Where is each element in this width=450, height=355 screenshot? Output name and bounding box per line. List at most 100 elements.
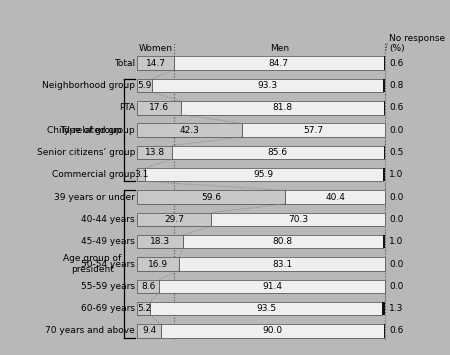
Bar <box>174 56 384 70</box>
Bar <box>384 324 385 338</box>
Bar <box>138 168 385 181</box>
Bar <box>138 124 385 137</box>
Text: 93.5: 93.5 <box>256 304 276 313</box>
Text: 1.3: 1.3 <box>389 304 403 313</box>
Text: 39 years or under: 39 years or under <box>54 192 135 202</box>
Text: 18.3: 18.3 <box>150 237 170 246</box>
Bar <box>285 190 385 204</box>
Text: 0.0: 0.0 <box>389 215 403 224</box>
Text: 0.0: 0.0 <box>389 282 403 291</box>
Text: 9.4: 9.4 <box>142 327 156 335</box>
Bar <box>138 302 385 315</box>
Bar <box>138 101 181 115</box>
Text: 5.9: 5.9 <box>138 81 152 90</box>
Text: 13.8: 13.8 <box>144 148 165 157</box>
Bar <box>138 190 385 204</box>
Bar <box>138 280 159 293</box>
Bar <box>138 168 145 181</box>
Text: 0.5: 0.5 <box>389 148 403 157</box>
Text: 17.6: 17.6 <box>149 103 169 112</box>
Bar <box>138 302 150 315</box>
Bar <box>138 324 385 338</box>
Bar <box>138 146 171 159</box>
Bar <box>159 280 385 293</box>
Text: Age group of
president: Age group of president <box>63 254 122 274</box>
Bar <box>211 213 385 226</box>
Bar <box>242 124 385 137</box>
Text: Senior citizens’ group: Senior citizens’ group <box>36 148 135 157</box>
Bar <box>383 79 385 92</box>
Bar <box>145 168 382 181</box>
Bar <box>138 79 385 92</box>
Text: 29.7: 29.7 <box>164 215 184 224</box>
Text: 93.3: 93.3 <box>257 81 278 90</box>
Text: 1.0: 1.0 <box>389 170 403 179</box>
Text: 0.6: 0.6 <box>389 103 403 112</box>
Bar <box>384 56 385 70</box>
Text: 59.6: 59.6 <box>201 192 221 202</box>
Text: 3.1: 3.1 <box>134 170 148 179</box>
Text: Commercial group: Commercial group <box>52 170 135 179</box>
Text: 8.6: 8.6 <box>141 282 155 291</box>
Bar <box>384 146 385 159</box>
Bar <box>383 235 386 248</box>
Text: PTA: PTA <box>119 103 135 112</box>
Text: 40-44 years: 40-44 years <box>81 215 135 224</box>
Text: 57.7: 57.7 <box>304 126 324 135</box>
Bar <box>138 257 180 271</box>
Text: 0.0: 0.0 <box>389 260 403 268</box>
Bar <box>138 235 385 248</box>
Bar <box>138 190 285 204</box>
Bar <box>138 324 161 338</box>
Text: 85.6: 85.6 <box>268 148 288 157</box>
Text: 55-59 years: 55-59 years <box>81 282 135 291</box>
Text: Women: Women <box>139 44 173 53</box>
Text: (%): (%) <box>389 44 405 53</box>
Text: 60-69 years: 60-69 years <box>81 304 135 313</box>
Text: Child-related group: Child-related group <box>47 126 135 135</box>
Text: 40.4: 40.4 <box>325 192 345 202</box>
Text: 14.7: 14.7 <box>146 59 166 68</box>
Bar <box>138 213 211 226</box>
Text: 84.7: 84.7 <box>269 59 289 68</box>
Text: 91.4: 91.4 <box>262 282 282 291</box>
Text: Men: Men <box>270 44 289 53</box>
Bar <box>138 235 183 248</box>
Bar <box>181 101 384 115</box>
Bar <box>150 302 382 315</box>
Text: 95.9: 95.9 <box>254 170 274 179</box>
Text: 45-49 years: 45-49 years <box>81 237 135 246</box>
Text: 70.3: 70.3 <box>288 215 308 224</box>
Bar <box>384 101 385 115</box>
Bar <box>138 280 385 293</box>
Bar <box>152 79 383 92</box>
Bar <box>138 146 385 159</box>
Bar <box>171 146 384 159</box>
Text: Neighborhood group: Neighborhood group <box>42 81 135 90</box>
Text: 16.9: 16.9 <box>148 260 168 268</box>
Text: 5.2: 5.2 <box>137 304 151 313</box>
Text: Total: Total <box>114 59 135 68</box>
Text: 0.0: 0.0 <box>389 192 403 202</box>
Text: 0.8: 0.8 <box>389 81 403 90</box>
Bar <box>382 168 385 181</box>
Text: Type of group: Type of group <box>60 126 122 135</box>
Bar <box>161 324 384 338</box>
Text: 0.6: 0.6 <box>389 59 403 68</box>
Bar <box>138 79 152 92</box>
Bar <box>138 56 174 70</box>
Bar <box>138 257 385 271</box>
Text: 42.3: 42.3 <box>180 126 200 135</box>
Text: 70 years and above: 70 years and above <box>45 327 135 335</box>
Bar <box>138 56 385 70</box>
Bar <box>138 124 242 137</box>
Text: 80.8: 80.8 <box>273 237 293 246</box>
Text: 1.0: 1.0 <box>389 237 403 246</box>
Bar <box>183 235 383 248</box>
Text: No response: No response <box>389 34 445 43</box>
Text: 0.6: 0.6 <box>389 327 403 335</box>
Text: 81.8: 81.8 <box>272 103 292 112</box>
Text: 83.1: 83.1 <box>272 260 292 268</box>
Bar <box>382 302 385 315</box>
Bar <box>180 257 385 271</box>
